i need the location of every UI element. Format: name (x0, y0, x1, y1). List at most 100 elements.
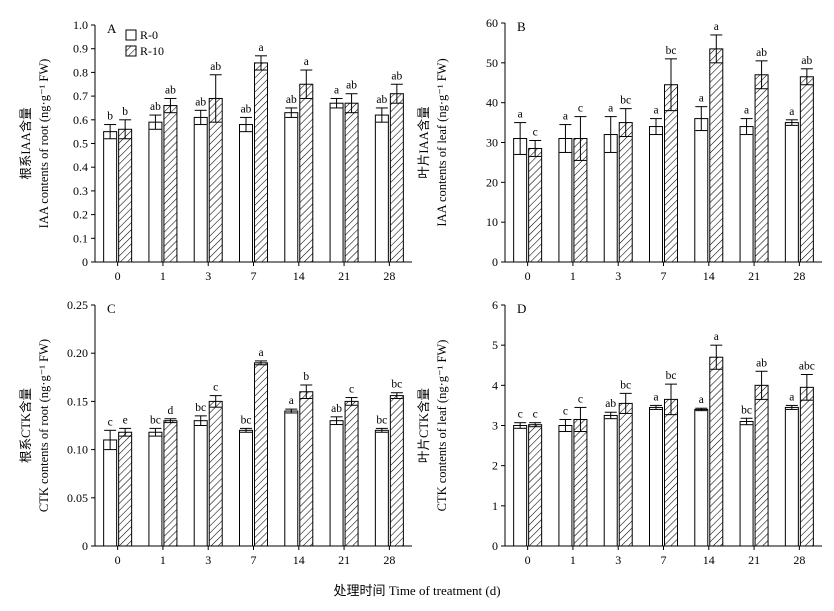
significance-label: bc (620, 95, 631, 107)
bar (344, 102, 359, 263)
bar (513, 425, 528, 547)
significance-label: b (107, 111, 113, 123)
x-tick-label: 0 (525, 269, 531, 283)
significance-label: c (349, 384, 354, 396)
y-tick-label: 0.20 (67, 346, 88, 360)
significance-label: a (699, 93, 704, 105)
y-tick-label: 5 (492, 338, 498, 352)
significance-label: b (122, 106, 128, 118)
y-tick-label: 1.0 (73, 18, 88, 32)
bar (299, 83, 314, 263)
y-axis-title-en: CTK contents of root (ng·g⁻¹ FW) (37, 339, 51, 512)
y-tick-label: 0.8 (73, 65, 88, 79)
y-tick-label: 0.6 (73, 113, 88, 127)
significance-label: a (334, 84, 339, 96)
significance-label: d (168, 405, 174, 417)
significance-label: bc (241, 414, 252, 426)
bar (284, 410, 299, 547)
bar (163, 420, 178, 547)
significance-label: abc (799, 360, 815, 372)
bar (208, 97, 223, 263)
bar (649, 126, 663, 263)
significance-label: c (213, 382, 218, 394)
significance-label: ab (210, 61, 221, 73)
significance-label: bc (666, 370, 677, 382)
significance-label: c (533, 127, 538, 139)
x-tick-label: 1 (160, 553, 166, 567)
significance-label: b (303, 371, 309, 383)
bar (754, 74, 769, 263)
significance-label: c (578, 393, 583, 405)
bar (513, 138, 528, 263)
x-tick-label: 7 (251, 553, 257, 567)
significance-label: c (578, 103, 583, 115)
y-tick-label: 0.25 (67, 298, 88, 312)
bar (799, 386, 814, 547)
y-tick-label: 4 (492, 378, 498, 392)
y-tick-label: 10 (486, 215, 498, 229)
bar (103, 131, 118, 263)
panel-letter: A (107, 21, 117, 36)
significance-label: a (653, 105, 658, 117)
bar (799, 76, 814, 263)
panel-b: 01020304050600ac1ac3abc7abc14aa21aab28aa… (416, 16, 822, 283)
significance-label: a (699, 394, 704, 406)
bar (664, 84, 678, 263)
y-axis-title-cn: 叶片CTK含量 (416, 388, 431, 463)
bar (618, 402, 633, 547)
bar (739, 420, 754, 547)
x-tick-label: 14 (293, 269, 305, 283)
significance-label: ab (605, 398, 616, 410)
y-axis-title-en: CTK contents of leaf (ng·g⁻¹ FW) (435, 340, 449, 512)
significance-label: bc (741, 404, 752, 416)
bar (618, 122, 633, 263)
bar (284, 112, 299, 263)
bar (148, 431, 163, 547)
significance-label: ab (165, 84, 176, 96)
y-tick-label: 0.15 (67, 394, 88, 408)
y-tick-label: 0.3 (73, 184, 88, 198)
y-tick-label: 2 (492, 459, 498, 473)
significance-label: ab (801, 55, 812, 67)
bar (694, 408, 709, 547)
bar (603, 134, 618, 263)
y-tick-label: 0 (82, 539, 88, 553)
x-tick-label: 21 (338, 269, 350, 283)
legend-swatch (125, 29, 137, 41)
significance-label: a (258, 42, 263, 54)
y-tick-label: 60 (486, 16, 498, 30)
legend-label: R-0 (140, 28, 158, 42)
bar (709, 48, 724, 263)
bar (148, 121, 163, 263)
bar (573, 418, 588, 547)
bar (239, 429, 253, 547)
legend: R-0 R-10 (125, 28, 164, 58)
x-tick-label: 7 (661, 553, 667, 567)
significance-label: a (518, 109, 523, 121)
bar (784, 406, 799, 547)
bar (329, 420, 344, 547)
x-tick-label: 28 (383, 269, 395, 283)
x-tick-label: 0 (115, 269, 121, 283)
significance-label: a (714, 21, 719, 33)
y-tick-label: 0.9 (73, 42, 88, 56)
y-axis-title-en: IAA contents of root (ng·g⁻¹ FW) (37, 59, 51, 229)
bar (664, 398, 678, 547)
significance-label: ab (241, 103, 252, 115)
significance-label: a (563, 111, 568, 123)
y-tick-label: 0.4 (73, 160, 88, 174)
bar (374, 114, 389, 263)
significance-label: a (258, 347, 263, 359)
x-tick-label: 21 (748, 269, 760, 283)
bar (254, 362, 268, 547)
significance-label: bc (150, 414, 161, 426)
significance-label: bc (195, 402, 206, 414)
significance-label: a (789, 106, 794, 118)
y-tick-label: 0 (82, 255, 88, 269)
panel-letter: C (107, 301, 116, 316)
y-axis-title-en: IAA contents of leaf (ng·g⁻¹ FW) (435, 58, 449, 226)
panel-a: 00.10.20.30.40.50.60.70.80.91.00b b1abab3… (18, 18, 412, 283)
